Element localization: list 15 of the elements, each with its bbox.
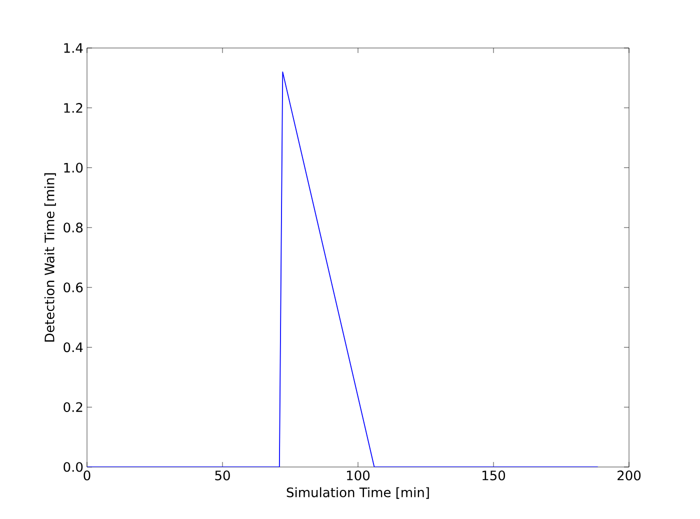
y-tick-label: 0.4 xyxy=(64,342,83,352)
y-tick-label: 1.2 xyxy=(64,103,82,113)
x-tick-label: 0 xyxy=(84,470,90,480)
y-tick-label: 0.8 xyxy=(64,222,83,232)
x-tick-label: 150 xyxy=(482,470,506,480)
y-tick-label: 0.0 xyxy=(64,462,83,472)
x-tick-label: 200 xyxy=(618,470,641,480)
x-tick-label: 100 xyxy=(347,470,370,480)
y-axis-title: Detection Wait Time [min] xyxy=(44,173,56,342)
x-tick-label: 50 xyxy=(215,470,230,480)
x-axis-title: Simulation Time [min] xyxy=(286,487,429,499)
y-tick-label: 0.2 xyxy=(64,402,82,412)
y-tick-label: 1.0 xyxy=(64,162,83,173)
y-tick-label: 1.4 xyxy=(64,43,83,53)
y-tick-label: 0.6 xyxy=(64,282,83,292)
